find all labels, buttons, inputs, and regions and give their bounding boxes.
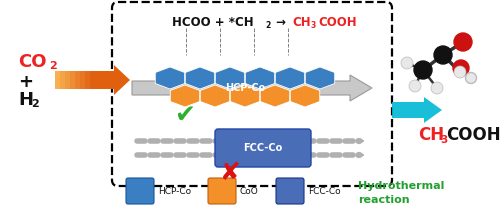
FancyArrow shape bbox=[392, 97, 442, 123]
Text: 2: 2 bbox=[265, 20, 270, 29]
FancyArrow shape bbox=[80, 71, 110, 89]
Polygon shape bbox=[170, 85, 200, 107]
Text: HCP-Co: HCP-Co bbox=[225, 83, 265, 93]
Text: ✘: ✘ bbox=[220, 161, 240, 185]
FancyBboxPatch shape bbox=[208, 178, 236, 204]
Polygon shape bbox=[260, 85, 290, 107]
Text: 2: 2 bbox=[49, 61, 57, 71]
Text: HCOO + *CH: HCOO + *CH bbox=[172, 16, 254, 29]
Polygon shape bbox=[306, 67, 334, 89]
FancyArrow shape bbox=[65, 71, 110, 89]
Circle shape bbox=[454, 66, 466, 78]
Circle shape bbox=[431, 82, 443, 94]
Polygon shape bbox=[290, 85, 320, 107]
FancyArrow shape bbox=[90, 71, 110, 89]
Text: 2: 2 bbox=[31, 99, 39, 109]
Polygon shape bbox=[246, 67, 274, 89]
Text: CO: CO bbox=[18, 53, 46, 71]
Circle shape bbox=[453, 60, 469, 76]
Polygon shape bbox=[216, 67, 244, 89]
FancyArrow shape bbox=[85, 71, 110, 89]
Circle shape bbox=[466, 72, 476, 83]
Text: HCP-Co: HCP-Co bbox=[158, 187, 191, 197]
Text: 3: 3 bbox=[311, 20, 316, 29]
FancyArrow shape bbox=[60, 71, 110, 89]
FancyBboxPatch shape bbox=[215, 129, 311, 167]
FancyBboxPatch shape bbox=[126, 178, 154, 204]
FancyBboxPatch shape bbox=[276, 178, 304, 204]
Circle shape bbox=[401, 57, 413, 69]
Text: COOH: COOH bbox=[318, 16, 356, 29]
FancyArrow shape bbox=[55, 71, 110, 89]
Polygon shape bbox=[156, 67, 184, 89]
Text: ✔: ✔ bbox=[174, 103, 196, 127]
Text: Hydrothermal: Hydrothermal bbox=[358, 181, 444, 191]
Text: +: + bbox=[18, 73, 34, 91]
Circle shape bbox=[414, 61, 432, 79]
Text: COOH: COOH bbox=[446, 126, 500, 144]
FancyArrow shape bbox=[70, 71, 110, 89]
FancyArrow shape bbox=[75, 71, 110, 89]
Text: reaction: reaction bbox=[358, 195, 410, 205]
Text: 3: 3 bbox=[440, 135, 448, 145]
Text: CoO: CoO bbox=[240, 187, 259, 197]
Circle shape bbox=[409, 80, 421, 92]
FancyArrow shape bbox=[132, 75, 372, 101]
Text: FCC-Co: FCC-Co bbox=[308, 187, 340, 197]
Text: CH: CH bbox=[418, 126, 444, 144]
Polygon shape bbox=[186, 67, 214, 89]
FancyArrow shape bbox=[100, 65, 130, 95]
Text: FCC-Co: FCC-Co bbox=[244, 143, 282, 153]
Text: →: → bbox=[272, 16, 290, 29]
Text: CH: CH bbox=[292, 16, 310, 29]
Circle shape bbox=[434, 46, 452, 64]
Polygon shape bbox=[200, 85, 230, 107]
Text: H: H bbox=[18, 91, 33, 109]
Polygon shape bbox=[276, 67, 304, 89]
Polygon shape bbox=[230, 85, 260, 107]
Circle shape bbox=[454, 33, 472, 51]
